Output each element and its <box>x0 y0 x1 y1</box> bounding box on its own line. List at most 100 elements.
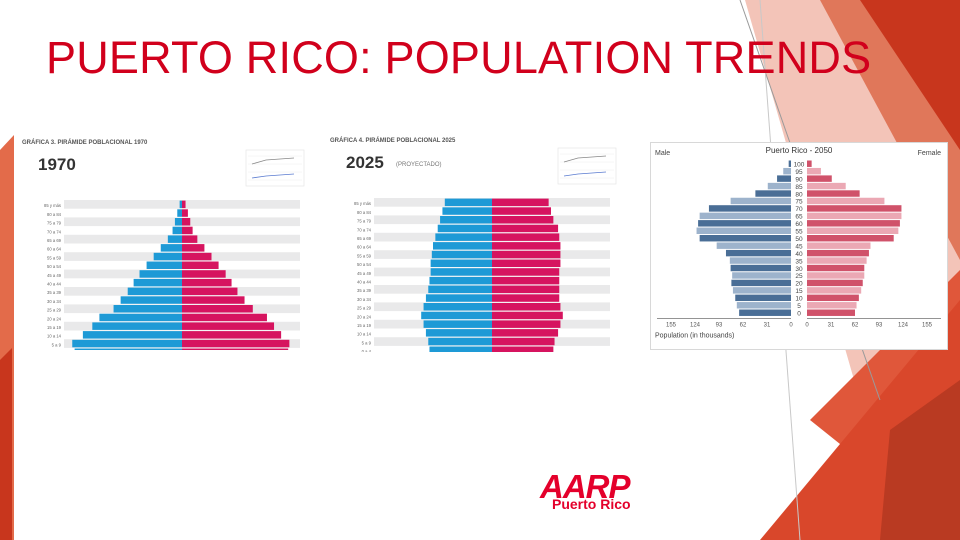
age-label: 10 <box>795 296 803 303</box>
age-group-label: 35 a 39 <box>47 290 62 295</box>
age-group-label: 80 a 84 <box>357 210 372 215</box>
male-bar <box>730 197 791 205</box>
chart-title: Puerto Rico - 2050 <box>766 146 833 155</box>
inset-chart-frame <box>245 149 305 187</box>
female-bar <box>807 227 899 234</box>
female-bar <box>492 216 554 224</box>
pyramid-1970-chart: GRÁFICA 3. PIRÁMIDE POBLACIONAL 1970 1970… <box>22 139 305 350</box>
age-group-label: 40 a 44 <box>357 280 372 285</box>
x-tick-label: 0 <box>789 322 793 328</box>
age-label: 0 <box>797 310 801 317</box>
age-group-label: 60 a 64 <box>47 247 62 252</box>
age-group-label: 55 a 59 <box>357 253 372 258</box>
age-group-label: 70 a 74 <box>357 227 372 232</box>
male-bar <box>428 337 492 346</box>
female-bar <box>492 311 563 320</box>
male-bar <box>716 242 791 249</box>
female-bar <box>807 272 865 279</box>
female-bar <box>492 294 560 302</box>
male-bar <box>177 209 182 217</box>
male-bar <box>732 287 791 294</box>
male-bar <box>437 224 492 233</box>
age-group-label: 50 a 54 <box>357 262 372 267</box>
male-bar <box>440 216 492 224</box>
age-group-label: 20 a 24 <box>47 316 62 321</box>
female-bar <box>492 303 561 311</box>
female-bar <box>182 261 219 269</box>
chart-year: 1970 <box>38 155 76 174</box>
male-bar <box>146 261 182 269</box>
male-bar <box>698 220 791 227</box>
chart-header: GRÁFICA 3. PIRÁMIDE POBLACIONAL 1970 <box>22 139 148 146</box>
female-bar <box>182 278 232 287</box>
female-bar <box>182 296 245 304</box>
x-tick-label: 31 <box>764 322 771 328</box>
female-bar <box>807 182 846 190</box>
male-bar <box>430 268 492 276</box>
male-bar <box>783 167 791 175</box>
male-bar <box>127 287 182 296</box>
age-label: 65 <box>795 214 803 221</box>
female-bar <box>807 212 902 220</box>
age-label: 15 <box>795 288 803 295</box>
male-bar <box>735 294 791 302</box>
male-bar <box>120 296 182 304</box>
male-bar <box>423 320 492 328</box>
x-tick-label: 0 <box>805 322 809 328</box>
x-tick-label: 155 <box>666 322 677 328</box>
male-bar <box>421 311 492 320</box>
female-bar <box>807 249 869 257</box>
female-bar <box>492 346 554 352</box>
male-bar <box>179 200 182 209</box>
female-bar <box>807 242 871 249</box>
chart-year: 2025 <box>346 153 384 172</box>
male-bar <box>429 346 492 352</box>
age-group-label: 45 a 49 <box>357 271 372 276</box>
female-bar <box>492 320 561 328</box>
female-bar <box>807 294 859 302</box>
female-bar <box>182 235 198 243</box>
female-bar <box>492 337 555 346</box>
female-bar <box>807 167 821 175</box>
female-bar <box>182 313 267 322</box>
female-bar <box>492 285 560 294</box>
x-tick-label: 155 <box>922 322 933 328</box>
female-bar <box>492 224 559 233</box>
female-bar <box>182 305 253 313</box>
female-bar <box>492 242 561 250</box>
female-bar <box>182 209 188 217</box>
male-bar <box>425 294 492 302</box>
male-bar <box>428 285 492 294</box>
male-bar <box>92 322 182 330</box>
x-tick-label: 124 <box>690 322 701 328</box>
female-bar <box>807 257 867 264</box>
age-group-label: 60 a 64 <box>357 245 372 250</box>
female-bar <box>492 268 560 276</box>
age-group-label: 20 a 24 <box>357 314 372 319</box>
age-label: 95 <box>795 169 803 176</box>
deco-shape-dark <box>860 0 960 150</box>
age-group-label: 35 a 39 <box>357 288 372 293</box>
female-bar <box>182 348 289 350</box>
female-bar <box>182 200 186 209</box>
x-axis-label: Population (in thousands) <box>655 332 734 339</box>
deco-shape-corner <box>880 380 960 540</box>
age-group-label: 40 a 44 <box>47 282 62 287</box>
female-bar <box>492 276 560 285</box>
age-group-label: 80 a 84 <box>47 212 62 217</box>
aarp-logo: AARP Puerto Rico <box>540 470 660 516</box>
male-bar <box>699 235 791 242</box>
male-bar <box>435 233 492 241</box>
female-bar <box>807 160 812 167</box>
female-bar <box>807 287 862 294</box>
female-bar <box>182 322 275 330</box>
age-group-label: 75 a 79 <box>357 219 372 224</box>
male-bar <box>433 242 492 250</box>
age-label: 30 <box>795 266 803 273</box>
pyramid-2025-chart: GRÁFICA 4. PIRÁMIDE POBLACIONAL 2025 2025… <box>330 137 617 352</box>
x-tick-label: 93 <box>716 322 723 328</box>
age-label: 45 <box>795 243 803 250</box>
age-label: 80 <box>795 191 803 198</box>
male-bar <box>160 244 182 252</box>
male-bar <box>153 252 182 261</box>
